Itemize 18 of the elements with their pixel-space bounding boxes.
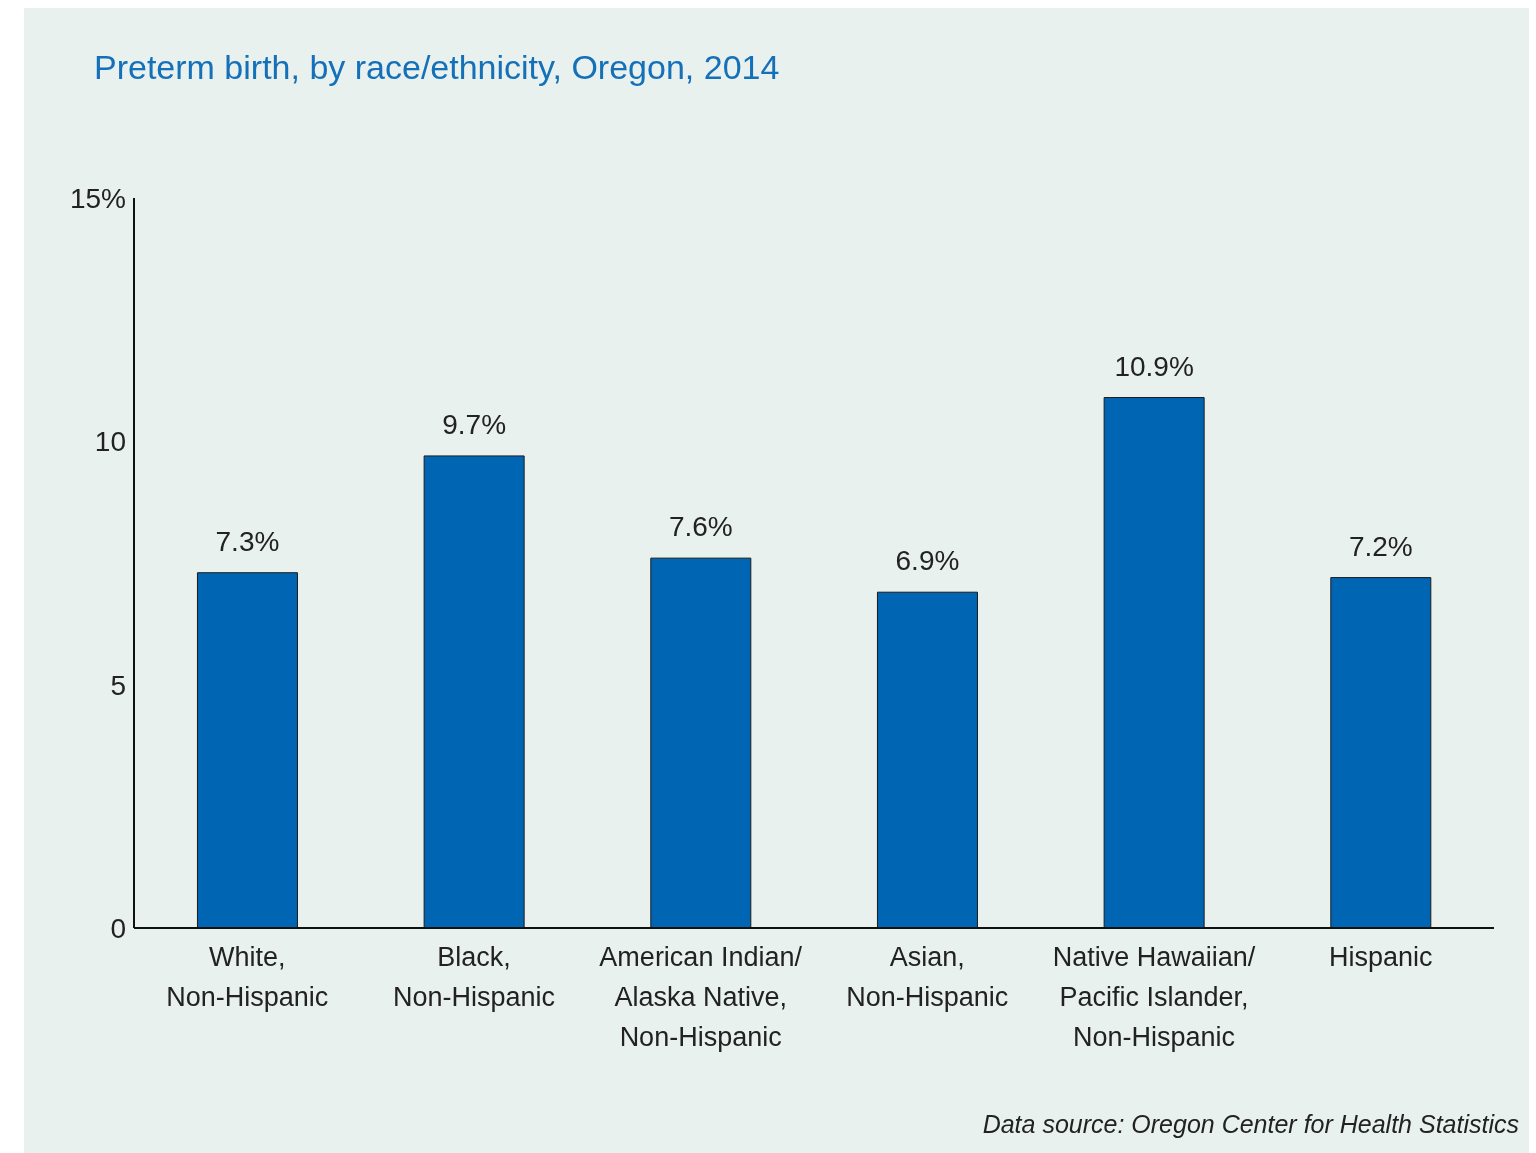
chart-title: Preterm birth, by race/ethnicity, Oregon, 2014 [94,48,780,87]
y-tick-label: 10 [94,426,126,458]
source-note: Data source: Oregon Center for Health Statistics [982,1110,1519,1139]
x-tick-label: Asian, Non-Hispanic [846,942,1009,1012]
data-label: 10.9% [1114,350,1194,382]
y-tick-label: 5 [110,669,126,701]
y-tick-label: 0 [110,912,126,944]
data-label: 7.6% [668,511,733,543]
data-label: 9.7% [442,408,507,440]
y-tick-label: 15% [69,182,126,214]
x-tick-label: American Indian/Alaska Native, Non-Hispanic [599,942,803,1052]
x-tick-label: White, Non-Hispanic [166,942,329,1012]
data-label: 7.2% [1348,530,1413,562]
data-label: 6.9% [895,545,960,577]
data-label: 7.3% [215,525,280,557]
x-tick-label: Hispanic [1328,942,1433,972]
x-tick-label: Native Hawaiian/Pacific Islander, Non-Hispanic [1052,942,1256,1052]
x-tick-label: Black, Non-Hispanic [392,942,556,1012]
